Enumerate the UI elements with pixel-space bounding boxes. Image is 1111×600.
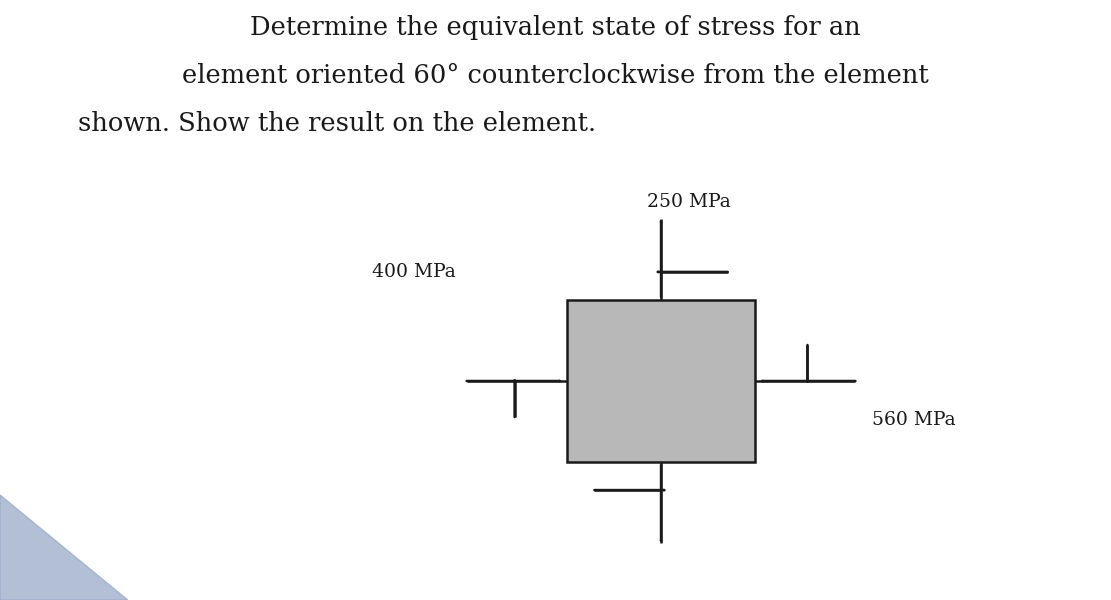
Text: 250 MPa: 250 MPa xyxy=(647,193,731,211)
Text: element oriented 60° counterclockwise from the element: element oriented 60° counterclockwise fr… xyxy=(182,63,929,88)
Text: Determine the equivalent state of stress for an: Determine the equivalent state of stress… xyxy=(250,15,861,40)
Text: shown. Show the result on the element.: shown. Show the result on the element. xyxy=(78,111,595,136)
Text: 560 MPa: 560 MPa xyxy=(872,411,955,429)
Polygon shape xyxy=(0,495,128,600)
Text: 400 MPa: 400 MPa xyxy=(372,263,456,281)
Bar xyxy=(567,300,755,462)
